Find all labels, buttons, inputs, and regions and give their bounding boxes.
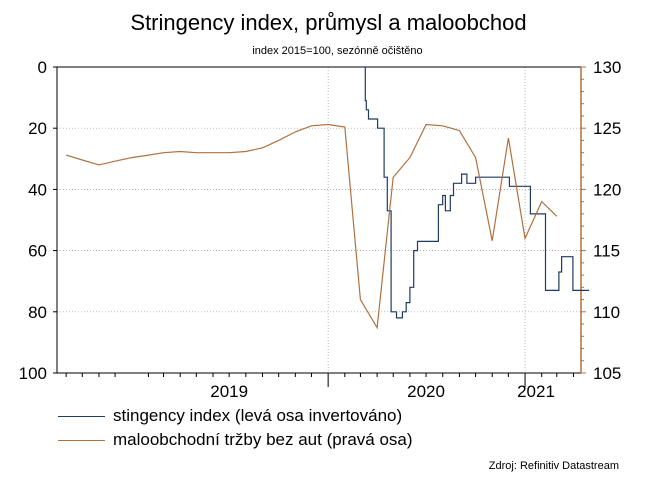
legend-item-retail: maloobchodní tržby bez aut (pravá osa) <box>58 430 413 450</box>
x-tick-label: 2020 <box>407 382 445 400</box>
right-tick-label: 125 <box>593 119 621 138</box>
left-tick-label: 20 <box>28 119 47 138</box>
x-tick-label: 2021 <box>517 382 555 400</box>
left-tick-label: 100 <box>19 364 47 383</box>
series-layer <box>65 66 590 330</box>
x-axis: 2019 2020 2021 <box>65 373 574 400</box>
right-axis: 130 125 120 115 110 105 <box>580 58 621 383</box>
legend-item-stringency: stingency index (levá osa invertováno) <box>58 406 402 426</box>
chart-title: Stringency index, průmysl a maloobchod <box>130 10 527 35</box>
legend-swatch-stringency <box>58 415 105 417</box>
right-tick-label: 120 <box>593 180 621 199</box>
series-line-retail <box>65 123 558 330</box>
left-tick-label: 0 <box>38 58 47 77</box>
left-tick-label: 40 <box>28 180 47 199</box>
series-line-stringency <box>360 66 590 319</box>
right-tick-label: 105 <box>593 364 621 383</box>
source-note: Zdroj: Refinitiv Datastream <box>488 460 619 472</box>
legend-label-retail: maloobchodní tržby bez aut (pravá osa) <box>113 430 413 449</box>
left-tick-label: 80 <box>28 303 47 322</box>
plot-frame <box>56 66 582 374</box>
left-axis: 0 20 40 60 80 100 <box>19 58 57 383</box>
legend-label-stringency: stingency index (levá osa invertováno) <box>113 406 403 425</box>
x-tick-label: 2019 <box>210 382 248 400</box>
chart-subtitle: index 2015=100, sezónně očištěno <box>252 45 423 57</box>
left-tick-label: 60 <box>28 242 47 261</box>
right-tick-label: 110 <box>593 303 620 322</box>
chart-svg: 0 20 40 60 80 100 130 125 120 115 110 105 2019 2020… <box>19 58 622 400</box>
right-tick-label: 115 <box>593 242 620 261</box>
legend-swatch-retail <box>58 439 105 441</box>
right-tick-label: 130 <box>593 58 621 77</box>
grid-lines <box>57 67 581 373</box>
